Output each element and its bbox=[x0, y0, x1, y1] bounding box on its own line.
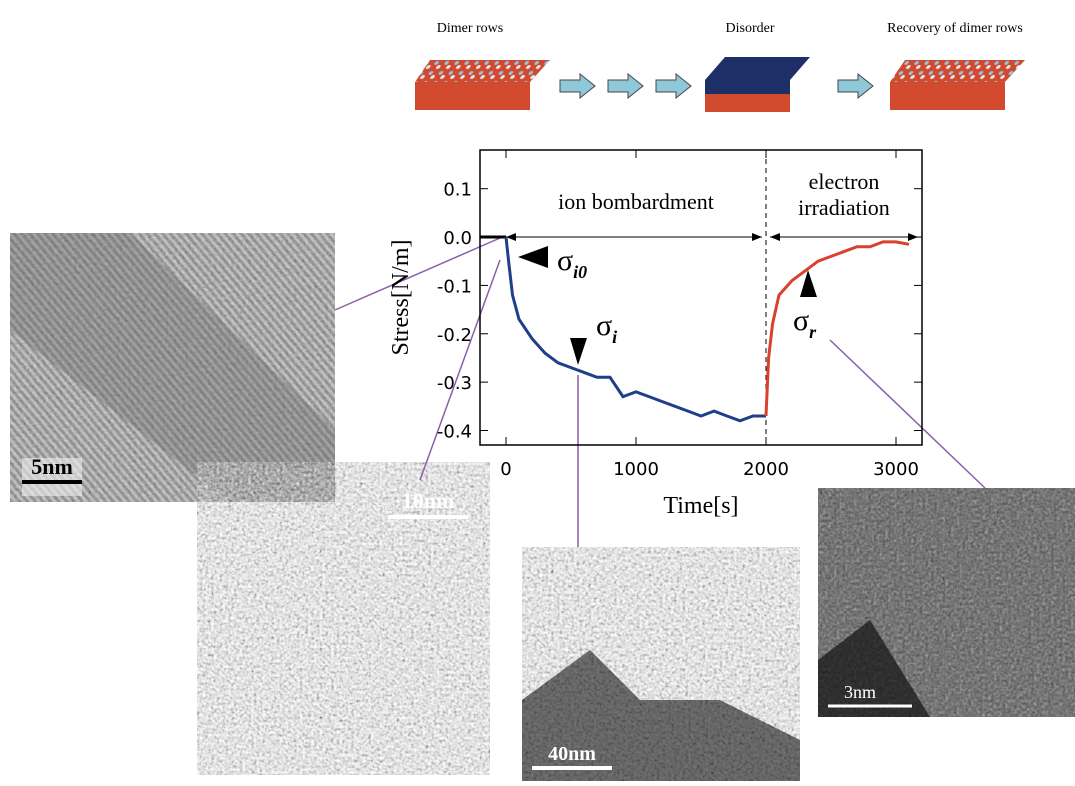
y-tick-label: -0.4 bbox=[437, 421, 472, 442]
marker-symbol: σ bbox=[596, 309, 612, 342]
marker-symbol: σ bbox=[557, 244, 573, 277]
schematic: Dimer rows Disorder Recovery of dimer ro… bbox=[415, 21, 1025, 112]
figure: Dimer rows Disorder Recovery of dimer ro… bbox=[0, 0, 1075, 781]
region-label-line: irradiation bbox=[798, 195, 890, 220]
scale-label: 40nm bbox=[548, 743, 596, 765]
x-tick-label: 1000 bbox=[613, 459, 659, 480]
block-top bbox=[890, 60, 1025, 82]
x-tick-label: 0 bbox=[500, 459, 511, 480]
marker-subscript: i bbox=[612, 327, 617, 347]
stm-images: 5nm 10nm 40nm 3nm bbox=[10, 233, 1075, 781]
y-tick-label: 0.0 bbox=[443, 228, 472, 249]
scale-label: 5nm bbox=[31, 454, 73, 479]
y-axis-label: Stress[N/m] bbox=[388, 240, 414, 356]
block bbox=[890, 82, 1005, 110]
schematic-label: Disorder bbox=[726, 21, 775, 36]
block-top bbox=[705, 57, 810, 80]
arrowhead bbox=[770, 233, 780, 241]
marker-subscript: i0 bbox=[573, 262, 587, 282]
region-label: ion bombardment bbox=[558, 189, 714, 214]
x-tick-label: 2000 bbox=[743, 459, 789, 480]
series-line bbox=[766, 242, 909, 416]
scale-label: 3nm bbox=[844, 682, 876, 702]
block-top bbox=[415, 60, 550, 82]
x-axis-label: Time[s] bbox=[663, 493, 738, 519]
marker-label: σi0 bbox=[557, 244, 587, 282]
marker-label: σr bbox=[793, 304, 817, 342]
block bbox=[705, 94, 790, 112]
arrowhead bbox=[752, 233, 762, 241]
schematic-label: Dimer rows bbox=[437, 21, 504, 36]
marker-arrow bbox=[570, 338, 587, 365]
marker-symbol: σ bbox=[793, 304, 809, 337]
marker-subscript: r bbox=[809, 322, 817, 342]
block bbox=[415, 82, 530, 110]
arrowhead bbox=[908, 233, 918, 241]
y-tick-label: 0.1 bbox=[443, 180, 472, 201]
y-tick-label: -0.1 bbox=[437, 276, 472, 297]
schematic-label: Recovery of dimer rows bbox=[887, 21, 1023, 36]
y-tick-label: -0.3 bbox=[437, 373, 472, 394]
marker-arrow bbox=[518, 246, 548, 268]
region-label-line: electron bbox=[809, 169, 880, 194]
block bbox=[705, 80, 790, 94]
scale-label: 10nm bbox=[402, 488, 455, 513]
y-tick-label: -0.2 bbox=[437, 325, 472, 346]
marker-label: σi bbox=[596, 309, 617, 347]
x-tick-label: 3000 bbox=[873, 459, 919, 480]
